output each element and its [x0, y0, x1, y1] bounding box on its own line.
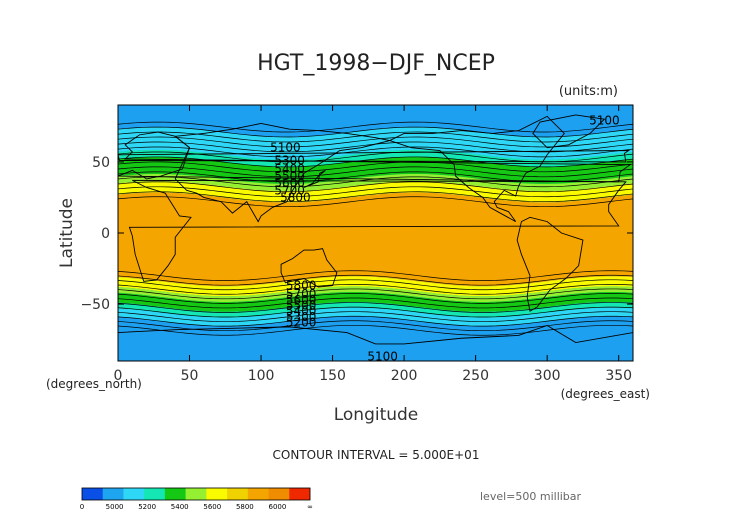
contour-line-0	[118, 196, 633, 208]
contour-line-21	[118, 293, 633, 304]
contour-line-25	[118, 311, 633, 322]
y-axis: −50 0 50	[80, 155, 633, 313]
contour-line-24	[118, 306, 633, 318]
contour-line-19	[118, 284, 633, 295]
colorbar-tick-label: 5400	[171, 503, 189, 511]
contour-line-28	[118, 324, 633, 336]
contour-line-22	[118, 297, 633, 309]
colorbar-swatch	[102, 488, 124, 500]
contour-label: 5800	[280, 190, 311, 204]
colorbar: 0 5000 5200 5400 5600 5800 6000 ∞	[80, 487, 313, 511]
colorbar-swatch	[227, 488, 249, 500]
contour-line-14	[118, 126, 633, 138]
contour-line-15	[118, 121, 633, 133]
coastline-europe	[118, 131, 632, 183]
coastline-uk	[118, 150, 631, 163]
contour-label: 5800	[286, 279, 317, 293]
x-axis-label: Longitude	[334, 405, 419, 425]
units-label: (units:m)	[559, 84, 618, 99]
coastline-south-america	[516, 216, 584, 312]
colorbar-tick-label: 6000	[269, 503, 287, 511]
coastline-asia	[174, 123, 390, 223]
color-band-5	[118, 181, 633, 203]
y-tick-label: 50	[92, 155, 110, 171]
y-tick-label: 0	[101, 226, 110, 242]
contour-line-23	[118, 302, 633, 313]
x-tick-label: 250	[462, 368, 489, 384]
contour-label: 5500	[274, 169, 305, 183]
colorbar-tick-label: 5200	[138, 503, 156, 511]
x-tick-label: 300	[534, 368, 561, 384]
contour-line-6	[118, 166, 633, 178]
colorbar-swatch	[164, 488, 186, 500]
x-tick-label: 0	[114, 368, 123, 384]
contour-interval: CONTOUR INTERVAL = 5.000E+01	[273, 448, 480, 462]
chart-title: HGT_1998−DJF_NCEP	[257, 51, 495, 76]
colorbar-tick-label: ∞	[307, 503, 313, 511]
contour-label: 5600	[286, 293, 317, 307]
contour-label: 5300	[274, 153, 305, 167]
color-band-11	[118, 307, 633, 327]
contour-line-17	[118, 274, 633, 286]
y-unit-label: (degrees_north)	[46, 377, 142, 391]
colorbar-swatch	[123, 488, 145, 500]
colorbar-frame	[81, 487, 311, 501]
colorbar-swatch	[289, 488, 311, 500]
contour-label: 5100	[270, 141, 301, 155]
contour-label: 5400	[286, 304, 317, 318]
contour-line-2	[118, 186, 633, 198]
colorbar-swatch	[268, 488, 290, 500]
colorbar-tick-label: 5000	[106, 503, 124, 511]
x-unit-label: (degrees_east)	[561, 387, 650, 401]
contour-line-10	[118, 146, 633, 158]
colorbar-swatch	[247, 488, 269, 500]
contour-label: 5500	[286, 299, 317, 313]
colorbar-tick-label: 5600	[203, 503, 221, 511]
x-tick-label: 100	[248, 368, 275, 384]
contour-label: 5400	[274, 162, 305, 176]
level-label: level=500 millibar	[480, 490, 582, 503]
x-tick-label: 200	[391, 368, 418, 384]
colorbar-tick-label: 5800	[236, 503, 254, 511]
contour-label: 5600	[274, 176, 305, 190]
color-band-4	[118, 173, 633, 192]
coastline-japan	[303, 170, 326, 188]
contour-label: 5100	[367, 350, 398, 364]
contour-line-18	[118, 279, 633, 291]
color-band-7	[118, 276, 633, 297]
y-axis-label: Latitude	[57, 198, 77, 268]
colorbar-swatch	[82, 488, 104, 500]
contour-line-13	[118, 131, 633, 143]
y-tick-label: −50	[80, 297, 110, 313]
contour-line-26	[118, 315, 633, 327]
contour-line-1	[118, 191, 633, 203]
contour-line-3	[118, 181, 633, 193]
x-tick-label: 150	[319, 368, 346, 384]
coastline-africa	[128, 179, 627, 282]
contour-label: 5700	[286, 287, 317, 301]
contour-labels: 5100510053005400550056005700580058005700…	[270, 114, 620, 364]
colorbar-swatch	[144, 488, 166, 500]
contour-label: 5100	[589, 114, 620, 128]
contour-label: 5700	[274, 183, 305, 197]
coastline-antarctica	[118, 324, 633, 361]
coastline-north-america	[388, 115, 565, 223]
x-tick-label: 350	[605, 368, 632, 384]
coastlines	[118, 114, 633, 361]
x-tick-label: 50	[181, 368, 199, 384]
contour-line-12	[118, 136, 633, 148]
colorbar-swatch	[206, 488, 228, 500]
contour-label: 5300	[286, 310, 317, 324]
contour-label: 5200	[286, 316, 317, 330]
contour-line-7	[118, 161, 633, 173]
x-axis: 0 50 100 150 200 250 300 350	[114, 105, 632, 384]
color-band-10	[118, 302, 633, 318]
colorbar-swatch	[185, 488, 207, 500]
colorbar-tick-label: 0	[80, 503, 84, 511]
coastline-greenland	[532, 114, 606, 149]
color-band-6	[118, 192, 633, 287]
coastline-australia	[280, 248, 338, 288]
contour-line-16	[118, 270, 633, 281]
